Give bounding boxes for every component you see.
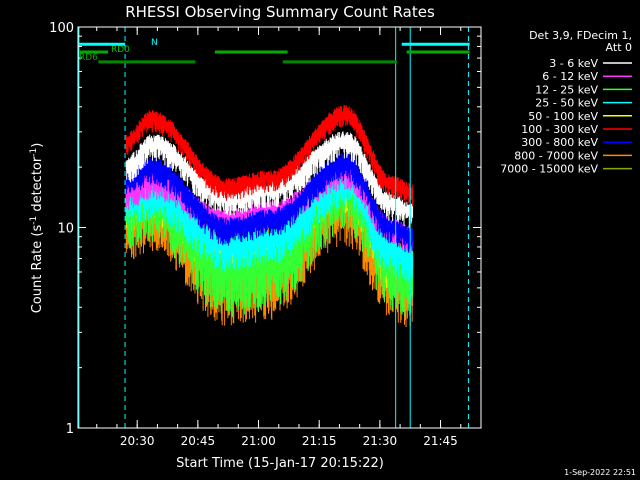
x-tick-label-4: 21:30: [363, 434, 398, 448]
legend-label-9: 7000 - 15000 keV: [500, 163, 598, 176]
series-7: [125, 152, 414, 253]
legend-label-7: 300 - 800 keV: [521, 136, 598, 149]
x-tick-label-3: 21:15: [302, 434, 337, 448]
flag-label-n: N: [151, 38, 158, 48]
flag-layer: [78, 42, 470, 64]
legend-label-6: 100 - 300 keV: [521, 123, 598, 136]
x-axis-label: Start Time (15-Jan-17 20:15:22): [176, 456, 384, 471]
y-tick-label-2: 100: [49, 21, 74, 36]
y-tick-label-1: 10: [57, 222, 74, 237]
legend-label-8: 800 - 7000 keV: [514, 149, 598, 162]
legend-label-2: 6 - 12 keV: [542, 70, 598, 83]
series-layer: [125, 105, 414, 327]
series-6: [125, 105, 414, 207]
flag-label-rd6: RD6: [79, 53, 98, 63]
x-tick-label-2: 21:00: [241, 434, 276, 448]
legend-label-3: 12 - 25 keV: [535, 83, 598, 96]
legend-header-line2: Att 0: [606, 41, 632, 54]
legend-label-5: 50 - 100 keV: [528, 110, 598, 123]
legend-label-1: 3 - 6 keV: [549, 57, 598, 70]
x-tick-label-1: 20:45: [181, 434, 216, 448]
flag-label-rd0: RD0: [111, 45, 130, 55]
legend-label-4: 25 - 50 keV: [535, 97, 598, 110]
legend-header-line1: Det 3,9, FDecim 1,: [529, 29, 632, 42]
y-axis-label: Count Rate (s-1 detector-1): [29, 143, 45, 314]
footer-timestamp: 1-Sep-2022 22:51: [564, 468, 636, 477]
x-tick-label-0: 20:30: [120, 434, 155, 448]
y-tick-label-0: 1: [66, 422, 74, 437]
chart-title: RHESSI Observing Summary Count Rates: [125, 3, 435, 21]
axis-layer: 20:30 20:45 21:00 21:15 21:30 21:45 1 10 100: [49, 21, 482, 448]
x-tick-label-5: 21:45: [423, 434, 458, 448]
